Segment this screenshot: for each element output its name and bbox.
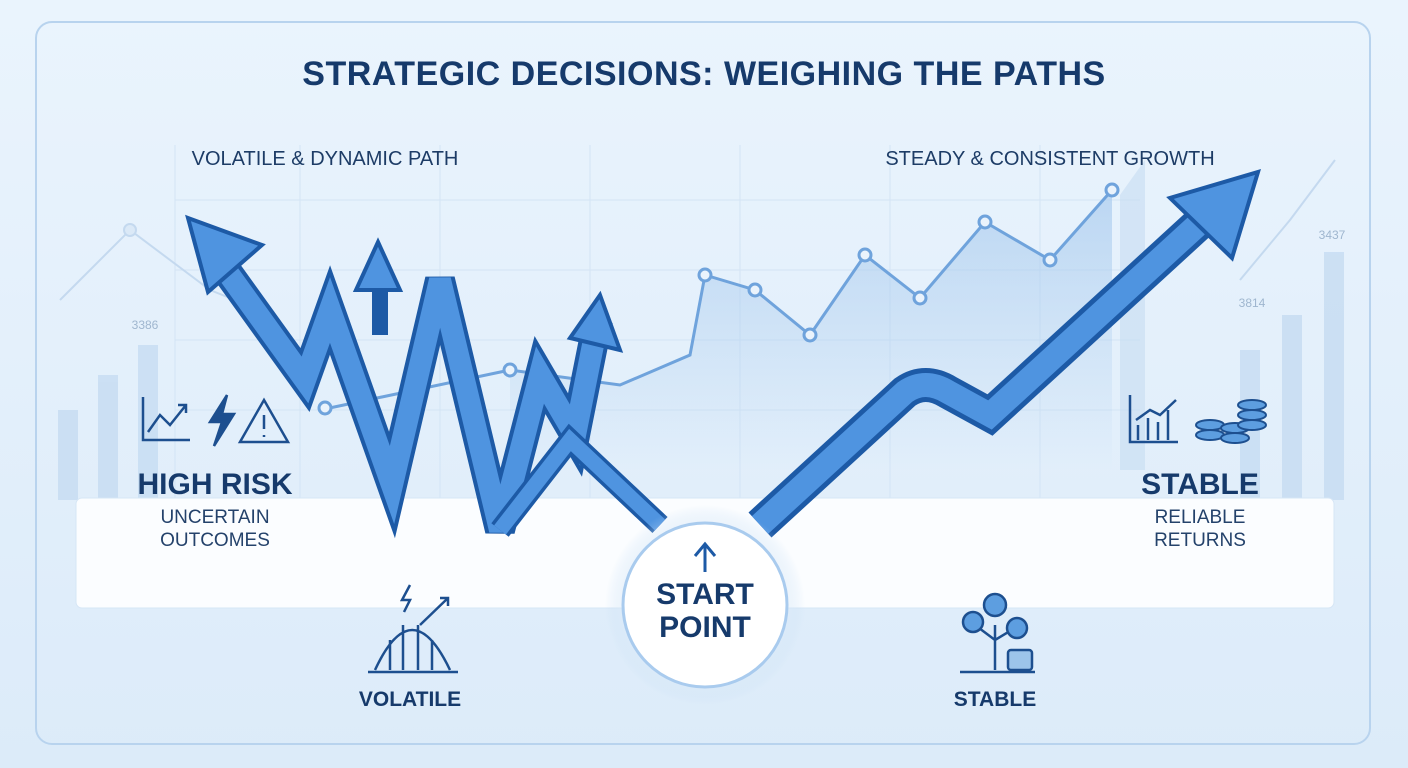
dot	[977, 214, 993, 230]
start-arrow	[693, 541, 717, 572]
volatile-arrows	[202, 246, 668, 539]
coin-stack	[1006, 648, 1034, 672]
bg-bar	[58, 410, 78, 500]
right-risk: STABLE	[1141, 468, 1259, 501]
bolt	[399, 584, 413, 613]
bg-bar	[1324, 252, 1344, 500]
bg-number: 3437	[1318, 228, 1346, 242]
volatile-icon-label: VOLATILE	[358, 688, 462, 711]
stable-icon-label: STABLE	[953, 688, 1037, 711]
coin	[1220, 432, 1250, 444]
bg-line	[1239, 159, 1336, 281]
icon-bolt	[207, 394, 237, 447]
volatile-tail	[494, 428, 666, 535]
bg-area	[1120, 160, 1145, 470]
icon-chart	[141, 397, 190, 442]
dot	[502, 362, 518, 378]
dot	[747, 282, 763, 298]
risk-icons	[141, 394, 1178, 447]
coin	[1237, 409, 1267, 421]
coins	[1195, 399, 1267, 444]
dot	[857, 247, 873, 263]
bg-number: 3814	[1238, 296, 1266, 310]
coin	[961, 610, 985, 634]
bg-bar	[138, 345, 158, 500]
left-path-label: VOLATILE & DYNAMIC PATH	[191, 148, 459, 170]
title: STRATEGIC DECISIONS: WEIGHING THE PATHS	[302, 55, 1106, 93]
volatile-icon	[368, 584, 458, 674]
start-label: START POINT	[656, 578, 754, 644]
up-arrow	[419, 596, 450, 626]
arrowhead	[1166, 169, 1261, 262]
dot	[802, 327, 818, 343]
bg-dot	[123, 223, 137, 237]
bg-number: 3386	[131, 318, 159, 332]
coin	[1195, 419, 1225, 431]
frame	[35, 21, 1371, 745]
bg-bars	[58, 252, 1344, 500]
icon-warning	[237, 397, 291, 444]
tree	[960, 624, 1035, 674]
dot	[1042, 252, 1058, 268]
arrowhead	[566, 290, 624, 353]
dot	[1104, 182, 1120, 198]
icon-bars	[1128, 395, 1178, 444]
arrowhead	[185, 214, 266, 296]
coin	[982, 592, 1008, 618]
dot	[912, 290, 928, 306]
bg-bar	[1282, 315, 1302, 500]
bg-bar	[98, 375, 118, 500]
dot	[697, 267, 713, 283]
dot	[317, 400, 333, 416]
left-risk: HIGH RISK	[137, 468, 293, 501]
steady-line	[319, 189, 1114, 412]
arrowhead	[352, 237, 404, 292]
roller	[368, 625, 458, 674]
coin	[1005, 616, 1029, 640]
coin	[1195, 429, 1225, 441]
stable-icon	[960, 592, 1035, 674]
left-description: UNCERTAIN OUTCOMES	[160, 507, 270, 551]
steady-dots	[317, 182, 1120, 416]
growth-arrow	[751, 209, 1214, 534]
coin	[1237, 399, 1267, 411]
start-circle	[621, 521, 789, 689]
volatile-path	[206, 248, 609, 533]
coin	[1237, 419, 1267, 431]
right-description: RELIABLE RETURNS	[1154, 507, 1246, 551]
right-path-label: STEADY & CONSISTENT GROWTH	[885, 148, 1215, 170]
